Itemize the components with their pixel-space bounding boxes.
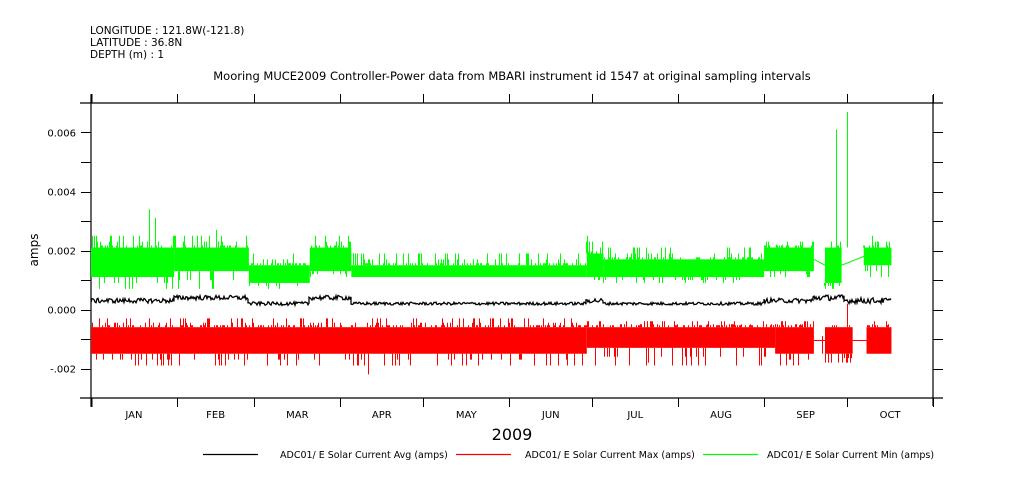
y-tick-label: 0.004 [47, 188, 76, 199]
band-spikes [92, 235, 890, 289]
legend: ADC01/ E Solar Current Avg (amps) ADC01/ … [203, 450, 934, 461]
x-tick-label: MAR [286, 410, 308, 421]
x-tick-label: APR [372, 410, 392, 421]
plot-frame [80, 95, 943, 406]
x-tick-label: JUL [626, 410, 643, 421]
x-axis-label: 2009 [492, 425, 533, 444]
y-axis: -.002 0.000 0.002 0.004 0.006 [47, 129, 943, 376]
legend-label: ADC01/ E Solar Current Max (amps) [525, 450, 695, 461]
x-tick-label: JAN [124, 410, 142, 421]
gap-connector [813, 258, 826, 266]
series-avg-current [90, 293, 892, 308]
y-tick-label: 0.006 [47, 129, 76, 140]
x-tick-label: AUG [710, 410, 732, 421]
series-max-current [91, 303, 892, 375]
series-min-current [91, 111, 892, 289]
band-segment [351, 265, 587, 278]
gap-connector [841, 255, 864, 266]
y-tick-label: -.002 [50, 365, 76, 376]
band-spikes [92, 318, 889, 366]
avg-line [90, 293, 892, 308]
x-tick-label: JUN [541, 410, 560, 421]
y-tick-label: 0.000 [47, 306, 76, 317]
band-segment [174, 247, 249, 272]
chart-title: Mooring MUCE2009 Controller-Power data f… [213, 69, 811, 83]
legend-label: ADC01/ E Solar Current Avg (amps) [280, 450, 448, 461]
band-segment [775, 327, 814, 354]
band-segment [863, 247, 892, 266]
legend-label: ADC01/ E Solar Current Min (amps) [767, 450, 934, 461]
longitude-label: LONGITUDE : 121.8W(-121.8) [90, 25, 245, 37]
plot-area [90, 111, 892, 375]
x-tick-label: FEB [206, 410, 225, 421]
band-segment [764, 247, 814, 272]
band-segment [309, 247, 352, 272]
x-tick-label: MAY [456, 410, 478, 421]
latitude-label: LATITUDE : 36.8N [90, 37, 183, 49]
x-tick-label: OCT [880, 410, 902, 421]
y-tick-label: 0.002 [47, 247, 76, 258]
band-segment [586, 253, 604, 278]
x-tick-label: SEP [796, 410, 815, 421]
band-segment [91, 247, 175, 278]
y-axis-label: amps [27, 234, 41, 267]
band-segment [603, 259, 765, 278]
band-segment [866, 327, 892, 354]
band-segment [824, 327, 853, 354]
band-segment [91, 327, 587, 354]
depth-label: DEPTH (m) : 1 [90, 49, 165, 61]
x-axis: JAN FEB MAR APR MAY JUN JUL AUG SEP OCT [90, 94, 934, 421]
band-segment [824, 247, 842, 283]
band-segment [248, 265, 310, 283]
band-segment [586, 327, 776, 348]
